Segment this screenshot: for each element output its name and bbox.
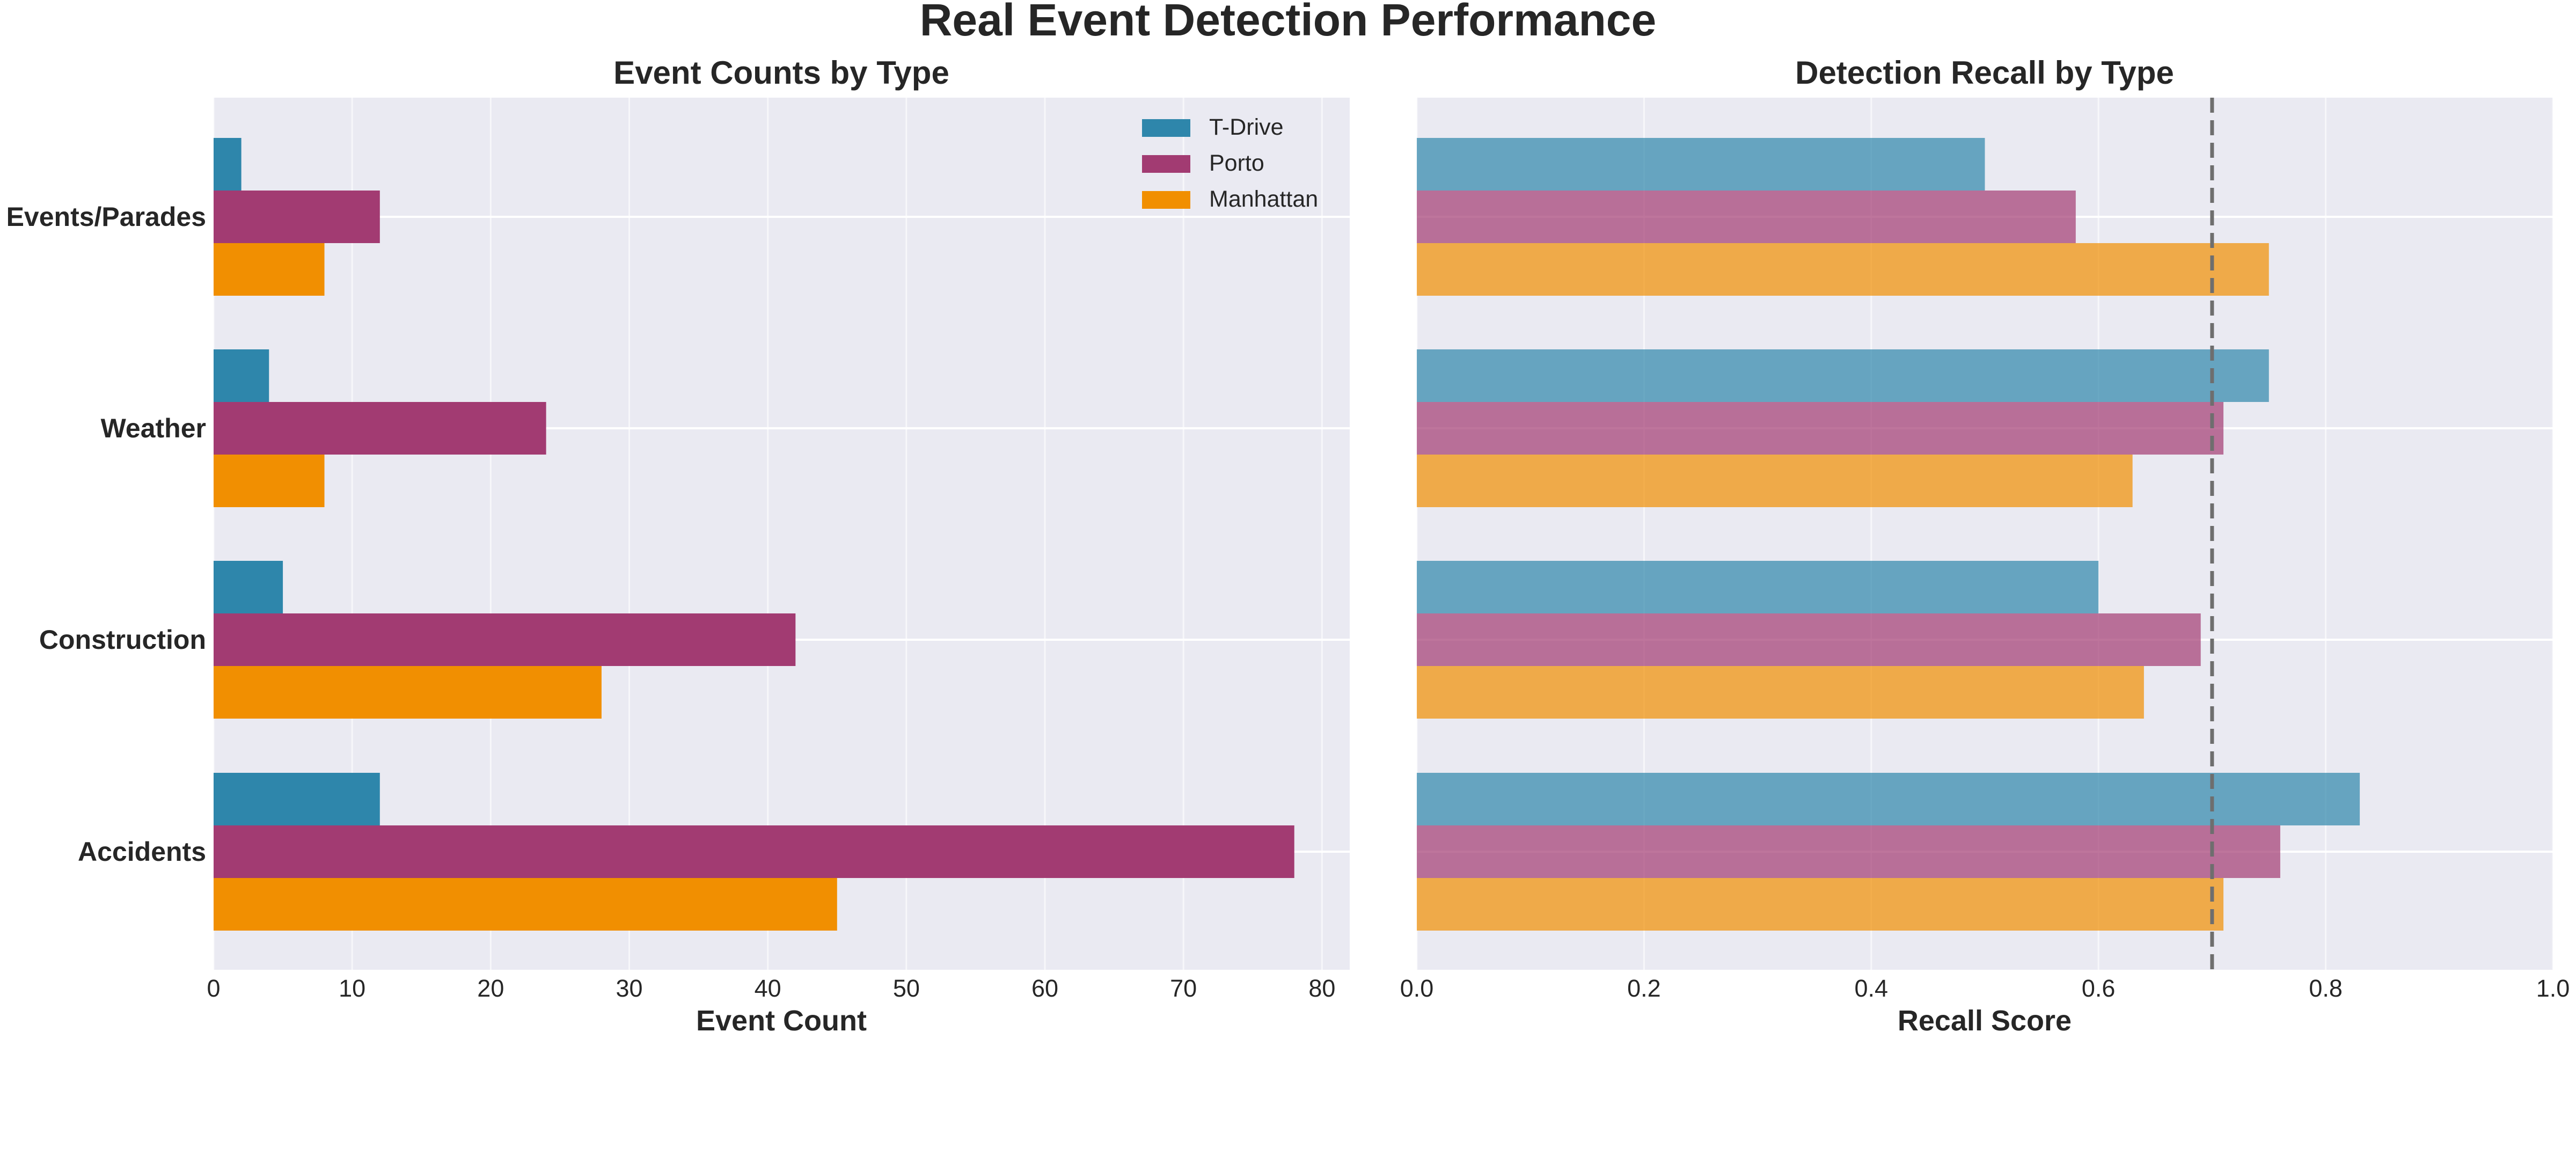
category-label-construction: Construction (39, 625, 206, 655)
recall-bar-porto-events-parades (1417, 191, 2076, 243)
counts-bar-t-drive-accidents (214, 773, 380, 825)
recall-x-tick-label: 0.6 (2082, 975, 2116, 1002)
counts-x-tick-label: 30 (616, 975, 642, 1002)
counts-chart-title: Event Counts by Type (613, 55, 949, 91)
legend-label-t-drive: T-Drive (1209, 114, 1284, 140)
recall-bar-porto-construction (1417, 613, 2201, 666)
counts-bar-manhattan-weather (214, 455, 325, 507)
recall-x-tick-label: 1.0 (2536, 975, 2570, 1002)
recall-bar-t-drive-events-parades (1417, 138, 1985, 191)
recall-x-tick-label: 0.0 (1400, 975, 1434, 1002)
recall-bar-manhattan-construction (1417, 666, 2144, 719)
counts-bar-t-drive-weather (214, 349, 269, 402)
category-label-events-parades: Events/Parades (6, 202, 206, 232)
recall-bar-porto-accidents (1417, 825, 2280, 878)
recall-x-tick-label: 0.8 (2309, 975, 2343, 1002)
recall-bar-t-drive-accidents (1417, 773, 2360, 825)
counts-bar-porto-accidents (214, 825, 1294, 878)
recall-chart: 0.0 0.2 0.4 0.6 0.8 1.0 Detection Recall by T… (1400, 55, 2570, 1037)
counts-bar-porto-construction (214, 613, 796, 666)
counts-x-tick-label: 0 (207, 975, 220, 1002)
counts-x-tick-label: 10 (339, 975, 365, 1002)
recall-x-tick-label: 0.2 (1627, 975, 1661, 1002)
recall-bar-manhattan-accidents (1417, 878, 2224, 931)
counts-chart: 0 10 20 30 40 50 60 70 80 Accidents Construction W… (6, 55, 1350, 1037)
legend-label-porto: Porto (1209, 150, 1264, 176)
legend-label-manhattan: Manhattan (1209, 186, 1318, 212)
counts-bar-t-drive-events-parades (214, 138, 241, 191)
counts-x-tick-label: 20 (477, 975, 504, 1002)
counts-x-tick-label: 80 (1308, 975, 1335, 1002)
legend-swatch-manhattan (1142, 191, 1190, 209)
counts-x-tick-label: 60 (1031, 975, 1058, 1002)
recall-bar-porto-weather (1417, 402, 2224, 455)
counts-bar-t-drive-construction (214, 561, 283, 613)
recall-bar-manhattan-events-parades (1417, 243, 2269, 296)
recall-bar-manhattan-weather (1417, 455, 2133, 507)
counts-bar-manhattan-accidents (214, 878, 837, 931)
category-label-weather: Weather (101, 413, 206, 443)
counts-x-tick-label: 70 (1170, 975, 1197, 1002)
legend: T-Drive Porto Manhattan (1142, 114, 1318, 212)
counts-plot-area (214, 98, 1350, 970)
recall-x-axis-label: Recall Score (1898, 1005, 2072, 1037)
legend-swatch-t-drive (1142, 119, 1190, 137)
counts-bar-manhattan-construction (214, 666, 602, 719)
recall-bar-t-drive-weather (1417, 349, 2269, 402)
recall-bar-t-drive-construction (1417, 561, 2099, 613)
counts-bar-manhattan-events-parades (214, 243, 325, 296)
counts-x-tick-label: 40 (755, 975, 781, 1002)
counts-bar-porto-events-parades (214, 191, 380, 243)
counts-x-tick-label: 50 (893, 975, 920, 1002)
figure-title: Real Event Detection Performance (920, 0, 1656, 45)
recall-chart-title: Detection Recall by Type (1795, 55, 2174, 91)
counts-bar-porto-weather (214, 402, 546, 455)
legend-swatch-porto (1142, 155, 1190, 173)
counts-x-axis-label: Event Count (696, 1005, 867, 1037)
category-label-accidents: Accidents (78, 837, 206, 867)
recall-x-tick-label: 0.4 (1855, 975, 1889, 1002)
